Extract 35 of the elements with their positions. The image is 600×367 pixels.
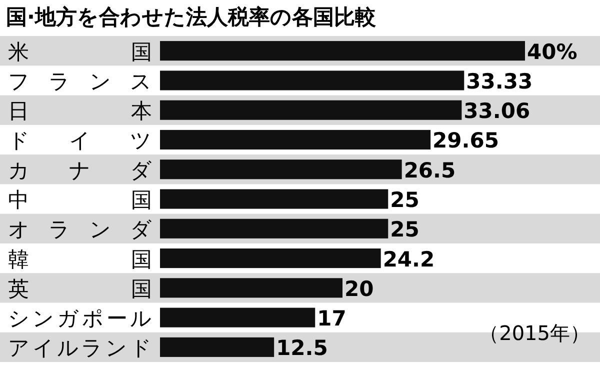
bar xyxy=(160,70,464,90)
y-tick-label: カナダ xyxy=(8,158,152,182)
y-tick-label: フランス xyxy=(8,69,152,94)
y-tick-label: 米国 xyxy=(8,40,152,64)
bar xyxy=(160,248,381,268)
data-label: 17 xyxy=(317,306,346,331)
data-label: 33.33 xyxy=(466,69,533,94)
data-label: 29.65 xyxy=(432,128,499,153)
y-tick-label: 英国 xyxy=(8,276,152,301)
data-label: 20 xyxy=(344,276,374,301)
bar xyxy=(160,189,388,209)
bar xyxy=(160,278,342,298)
data-label: 25 xyxy=(390,188,420,212)
data-label: 24.2 xyxy=(382,247,435,272)
y-tick-label: ドイツ xyxy=(8,128,152,153)
bar xyxy=(160,218,388,238)
y-tick-label: 日本 xyxy=(8,99,152,124)
data-label: 26.5 xyxy=(404,158,456,182)
y-tick-label: 中国 xyxy=(8,188,152,212)
chart-title: 国·地方を合わせた法人税率の各国比較 xyxy=(6,5,377,29)
y-tick-label: アイルランド xyxy=(8,336,152,360)
bar xyxy=(160,41,525,61)
data-label: 25 xyxy=(390,218,420,242)
bar xyxy=(160,308,316,328)
y-tick-label: 韓国 xyxy=(8,247,152,272)
bar xyxy=(160,337,274,357)
data-label: 12.5 xyxy=(276,336,328,360)
data-label: 40% xyxy=(527,40,578,64)
y-tick-label: シンガポール xyxy=(8,306,152,331)
data-label: 33.06 xyxy=(464,99,530,124)
bar xyxy=(160,160,402,180)
bar xyxy=(160,130,431,150)
annotation: （2015年） xyxy=(479,321,590,345)
y-tick-label: オランダ xyxy=(8,218,152,242)
bar xyxy=(160,100,462,120)
